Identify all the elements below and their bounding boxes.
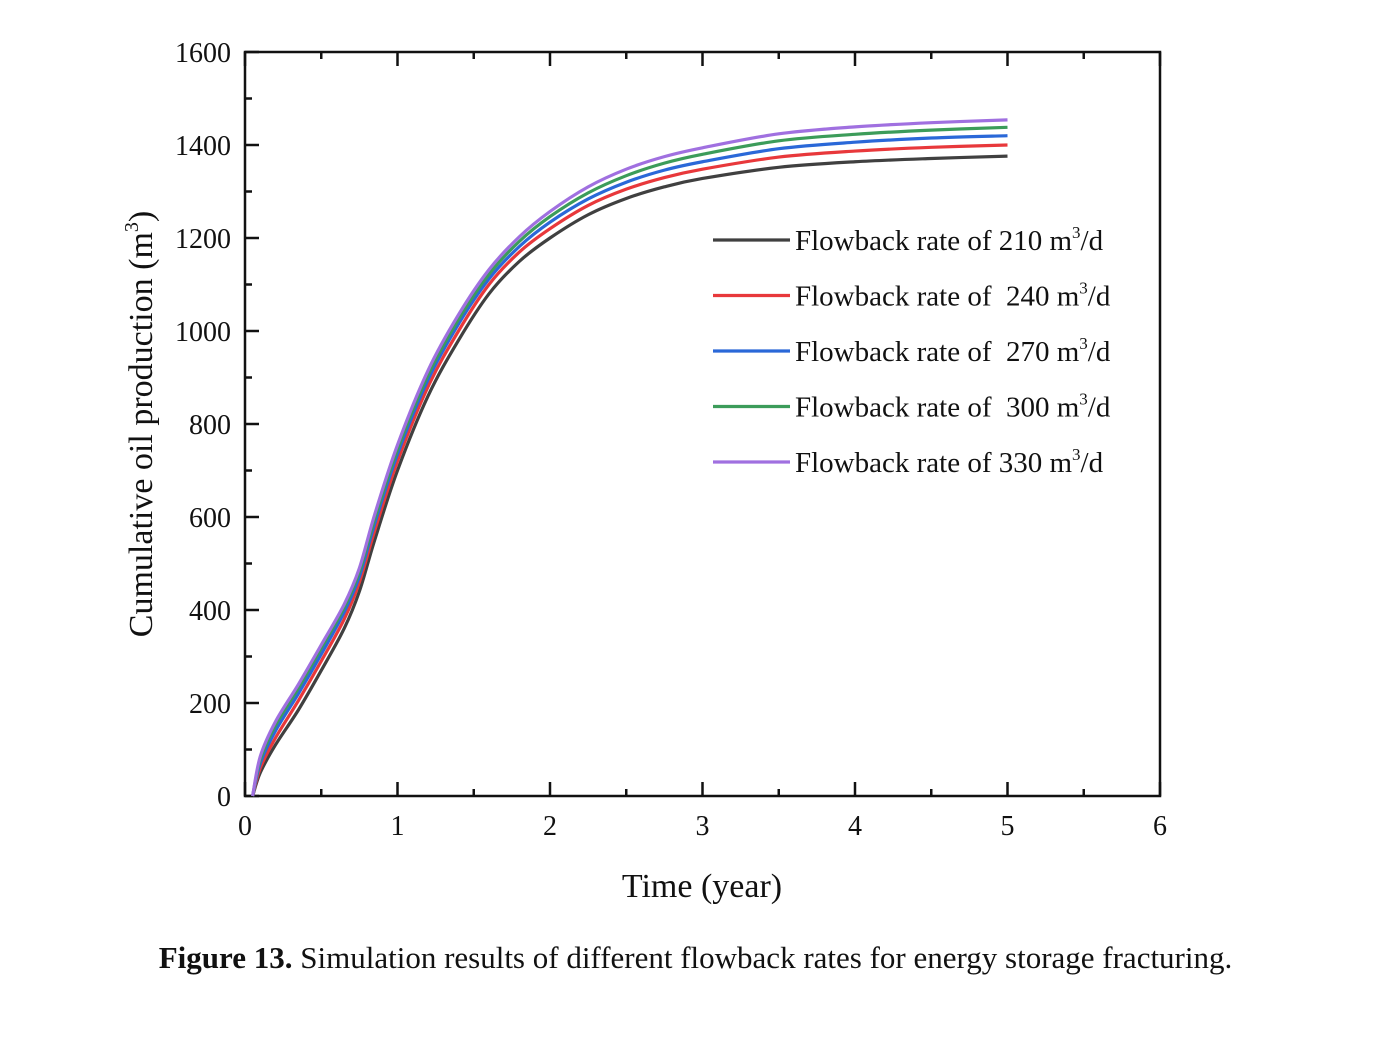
x-tick-label: 1 [391,811,405,842]
legend-label-2: Flowback rate of 240 m3/d [795,279,1111,313]
y-tick-label: 800 [189,410,231,441]
y-tick-label: 200 [189,689,231,720]
x-tick-label: 4 [848,811,862,842]
y-tick-label: 1200 [175,224,231,255]
figure-caption: Figure 13. Simulation results of differe… [0,940,1391,976]
y-tick-label: 0 [217,782,231,813]
x-tick-label: 3 [696,811,710,842]
y-tick-label: 1600 [175,38,231,69]
plot-frame [243,50,1162,798]
series-line-1 [251,154,1008,797]
series-lines [251,118,1008,797]
y-tick-label: 1000 [175,317,231,348]
x-axis-ticks: 0 1 2 3 4 5 6 [238,52,1167,842]
caption-label: Figure 13. [158,940,293,975]
legend-label-4: Flowback rate of 300 m3/d [795,390,1111,424]
y-tick-label: 600 [189,503,231,534]
x-tick-label: 2 [543,811,557,842]
caption-text: Simulation results of different flowback… [292,940,1233,975]
series-line-4 [251,125,1008,797]
legend-label-1: Flowback rate of 210 m3/d [795,223,1104,257]
x-tick-label: 0 [238,811,252,842]
legend-label-5: Flowback rate of 330 m3/d [795,445,1104,479]
x-tick-label: 6 [1153,811,1167,842]
y-tick-label: 1400 [175,131,231,162]
line-chart: 0 1 2 3 4 5 6 0 200 400 600 800 1000 1200 1400 1600 Ti… [121,38,1167,905]
series-line-2 [251,143,1008,797]
x-tick-label: 5 [1001,811,1015,842]
y-axis-label: Cumulative oil production (m3) [121,211,160,637]
legend: Flowback rate of 210 m3/d Flowback rate o… [713,223,1111,479]
series-line-5 [251,118,1008,797]
legend-label-3: Flowback rate of 270 m3/d [795,334,1111,368]
x-axis-label: Time (year) [622,868,782,905]
y-tick-label: 400 [189,596,231,627]
y-axis-ticks: 0 200 400 600 800 1000 1200 1400 1600 [175,38,259,813]
series-line-3 [251,134,1008,797]
